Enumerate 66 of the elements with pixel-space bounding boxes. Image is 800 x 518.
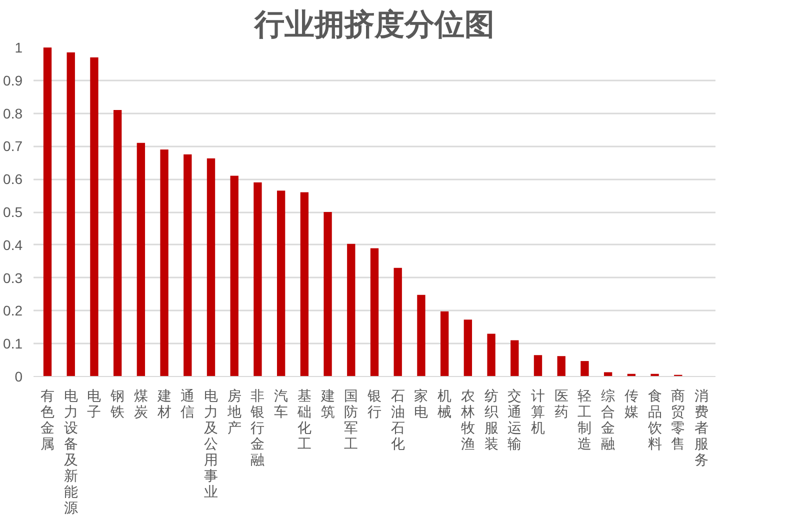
x-tick-label: 医药 [554,388,568,420]
bar [604,372,612,376]
y-tick-label: 0.8 [3,105,23,122]
y-tick-label: 1 [14,40,23,56]
y-tick-label: 0.3 [3,270,23,286]
bar [440,311,449,376]
bar [90,57,98,376]
x-tick-label: 建筑 [320,388,335,420]
x-tick-label: 钢铁 [110,388,125,420]
bar [534,355,542,376]
bar [230,176,238,376]
bar [510,340,519,376]
x-tick-label: 房地产 [226,388,242,436]
bar [347,244,356,376]
y-tick-label: 0.2 [3,302,23,319]
bar [184,154,192,376]
bar [324,212,332,376]
x-tick-label: 电子 [87,388,102,420]
bar [557,356,566,376]
x-tick-label: 农林牧渔 [460,388,475,452]
bar [276,190,286,376]
x-tick-label: 汽车 [274,388,288,420]
x-tick-label: 综合金融 [601,388,616,452]
x-tick-label: 食品饮料 [646,388,662,452]
y-tick-label: 0.1 [3,336,23,352]
bar [254,182,262,376]
bar [417,294,426,376]
x-tick-label: 非银行金融 [250,388,265,468]
x-tick-label: 商贸零售 [671,388,686,452]
x-tick-label: 有色金属 [40,388,55,452]
x-tick-label: 电力及公用事业 [204,388,218,500]
bar [66,52,75,376]
bar [160,149,168,376]
bar [370,248,379,376]
bar [394,268,402,376]
x-tick-label: 机械 [438,388,452,420]
x-tick-label: 轻工制造 [578,388,592,452]
x-tick-label: 国防军工 [344,388,358,452]
x-tick-label: 纺织服装 [484,388,498,452]
y-tick-label: 0.9 [3,72,23,88]
x-tick-label: 传媒 [624,388,638,420]
bar [464,320,472,376]
x-tick-label: 煤炭 [134,388,148,420]
bar [136,142,146,376]
x-tick-label: 建材 [156,388,172,420]
x-tick-label: 基础化工 [296,388,312,452]
x-tick-label: 消费者服务 [694,388,708,468]
y-tick-label: 0.4 [3,236,23,253]
y-tick-label: 0.5 [3,204,23,220]
bar [580,361,589,376]
x-tick-label: 计算机 [530,388,545,436]
y-tick-label: 0.6 [3,171,23,188]
bar [487,334,496,376]
x-tick-label: 电力设备及新能源 [64,388,78,516]
bar [43,48,52,376]
bar [113,110,122,376]
x-tick-label: 家电 [414,388,428,420]
x-tick-label: 石油石化 [390,388,405,452]
bar [300,192,309,376]
y-tick-label: 0.7 [3,138,23,154]
x-tick-label: 通信 [180,388,195,420]
x-tick-label: 交通运输 [508,388,522,452]
y-tick-label: 0 [14,368,23,384]
bar [206,158,216,376]
x-tick-label: 银行 [366,388,382,420]
chart-title: 行业拥挤度分位图 [254,8,494,42]
